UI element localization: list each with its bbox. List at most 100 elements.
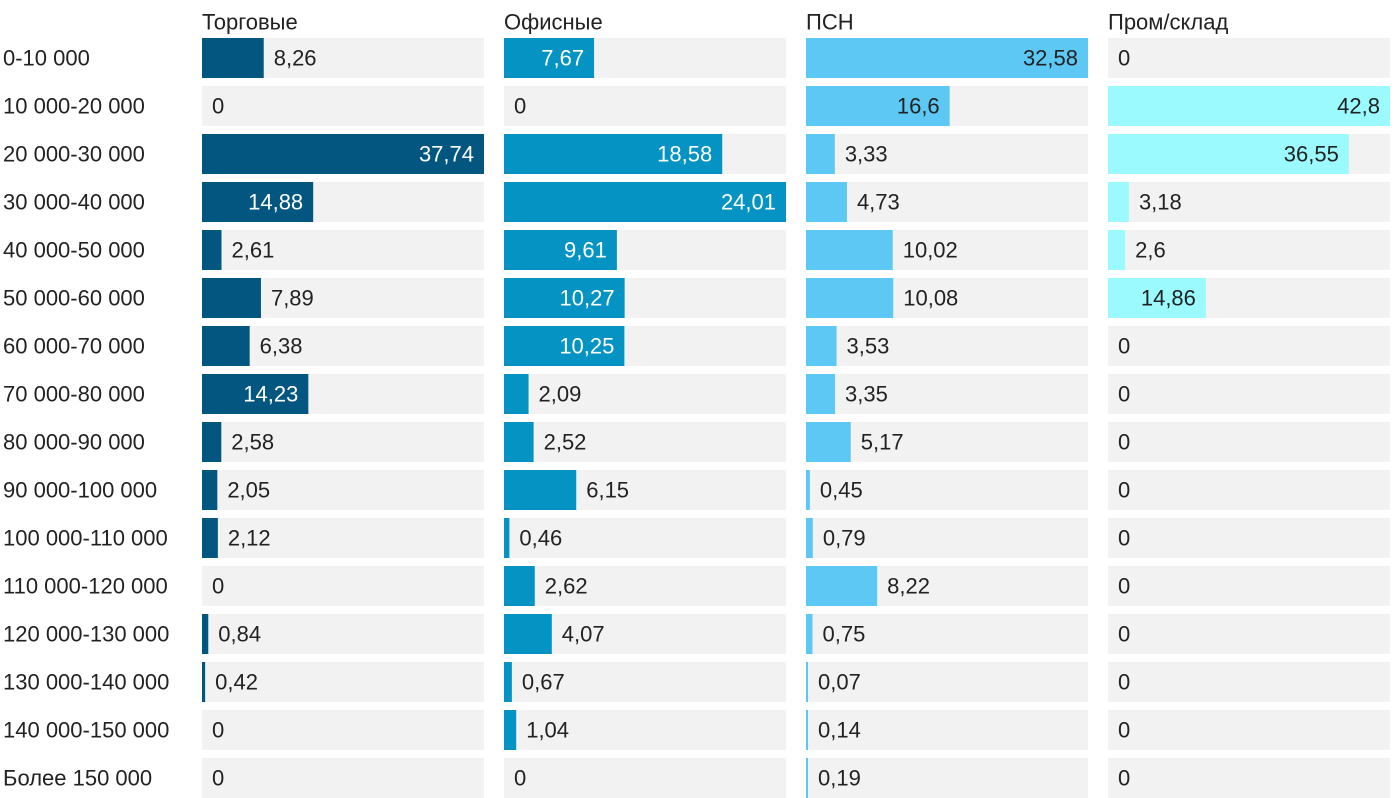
- bar: [202, 422, 222, 462]
- bar: [202, 38, 264, 78]
- value-label: 10,02: [903, 238, 958, 263]
- bar: [504, 134, 723, 174]
- bar-background: [806, 470, 1088, 510]
- bar: [504, 614, 552, 654]
- value-label: 0: [212, 94, 224, 119]
- value-label: 42,8: [1337, 94, 1380, 119]
- bar: [202, 614, 209, 654]
- bar-background: [202, 566, 484, 606]
- bar: [806, 518, 813, 558]
- value-label: 0,19: [818, 766, 861, 791]
- bar: [806, 662, 808, 702]
- value-label: 2,61: [232, 238, 275, 263]
- value-label: 0: [1118, 766, 1130, 791]
- value-label: 2,52: [544, 430, 587, 455]
- value-label: 37,74: [419, 142, 474, 167]
- bar: [806, 230, 893, 270]
- value-label: 3,33: [845, 142, 888, 167]
- category-label: 50 000-60 000: [3, 286, 145, 311]
- bar: [806, 422, 851, 462]
- value-label: 2,05: [227, 478, 270, 503]
- bar-background: [504, 566, 786, 606]
- category-label: 70 000-80 000: [3, 382, 145, 407]
- bar-background: [202, 86, 484, 126]
- bar-background: [1108, 566, 1390, 606]
- bar: [806, 566, 878, 606]
- category-label: 0-10 000: [3, 46, 90, 71]
- value-label: 0,42: [215, 670, 258, 695]
- value-label: 14,88: [248, 190, 303, 215]
- value-label: 5,17: [861, 430, 904, 455]
- panel-4: Пром/склад 0 42,8 36,55 3,18 2,6 14,86 0 0 0 0 0 0 0 0…: [1108, 10, 1390, 798]
- bar: [806, 758, 808, 798]
- bar: [504, 278, 625, 318]
- value-label: 10,25: [559, 334, 614, 359]
- bar-background: [1108, 710, 1390, 750]
- bar: [1108, 134, 1349, 174]
- value-label: 0: [1118, 382, 1130, 407]
- bar: [1108, 86, 1390, 126]
- panel-title: ПСН: [806, 10, 854, 35]
- bar-background: [1108, 326, 1390, 366]
- category-label: 110 000-120 000: [3, 574, 168, 599]
- value-label: 0: [212, 766, 224, 791]
- bar-background: [504, 662, 786, 702]
- value-label: 14,86: [1141, 286, 1196, 311]
- value-label: 3,53: [847, 334, 890, 359]
- bar: [202, 470, 218, 510]
- bar-background: [806, 182, 1088, 222]
- value-label: 0: [1118, 622, 1130, 647]
- bar: [1108, 278, 1206, 318]
- bar-background: [1108, 662, 1390, 702]
- category-label: 140 000-150 000: [3, 718, 169, 743]
- bar-background: [202, 230, 484, 270]
- value-label: 0,67: [522, 670, 565, 695]
- value-label: 32,58: [1023, 46, 1078, 71]
- value-label: 16,6: [897, 94, 940, 119]
- bar-background: [504, 710, 786, 750]
- bar: [202, 230, 222, 270]
- value-label: 10,08: [903, 286, 958, 311]
- bar-background: [202, 470, 484, 510]
- value-label: 7,89: [271, 286, 314, 311]
- bar-background: [504, 518, 786, 558]
- value-label: 8,26: [274, 46, 317, 71]
- bar: [806, 374, 835, 414]
- bar-background: [806, 422, 1088, 462]
- bar: [806, 710, 808, 750]
- category-label: 10 000-20 000: [3, 94, 145, 119]
- value-label: 3,35: [845, 382, 888, 407]
- bar-background: [1108, 614, 1390, 654]
- category-label: 40 000-50 000: [3, 238, 145, 263]
- bar-background: [806, 518, 1088, 558]
- bar-background: [1108, 230, 1390, 270]
- bar: [504, 710, 517, 750]
- bar: [202, 278, 261, 318]
- bar: [504, 230, 617, 270]
- panel-1: Торговые 8,26 0 37,74 14,88 2,61 7,89 6,38 14,23…: [202, 10, 484, 798]
- bar-background: [202, 518, 484, 558]
- category-label: Более 150 000: [3, 766, 152, 791]
- bar: [202, 326, 250, 366]
- value-label: 2,09: [539, 382, 582, 407]
- bar-background: [504, 86, 786, 126]
- bar: [202, 662, 206, 702]
- value-label: 4,73: [857, 190, 900, 215]
- bar-background: [806, 134, 1088, 174]
- value-label: 0: [514, 94, 526, 119]
- value-label: 6,15: [586, 478, 629, 503]
- bar-background: [1108, 182, 1390, 222]
- bar-background: [1108, 422, 1390, 462]
- value-label: 0,79: [823, 526, 866, 551]
- bar: [806, 86, 950, 126]
- value-label: 0: [1118, 430, 1130, 455]
- value-label: 0: [1118, 526, 1130, 551]
- bar-background: [1108, 374, 1390, 414]
- bar: [806, 182, 847, 222]
- bar-background: [806, 758, 1088, 798]
- value-label: 2,6: [1135, 238, 1166, 263]
- bar: [806, 134, 835, 174]
- bar: [504, 470, 577, 510]
